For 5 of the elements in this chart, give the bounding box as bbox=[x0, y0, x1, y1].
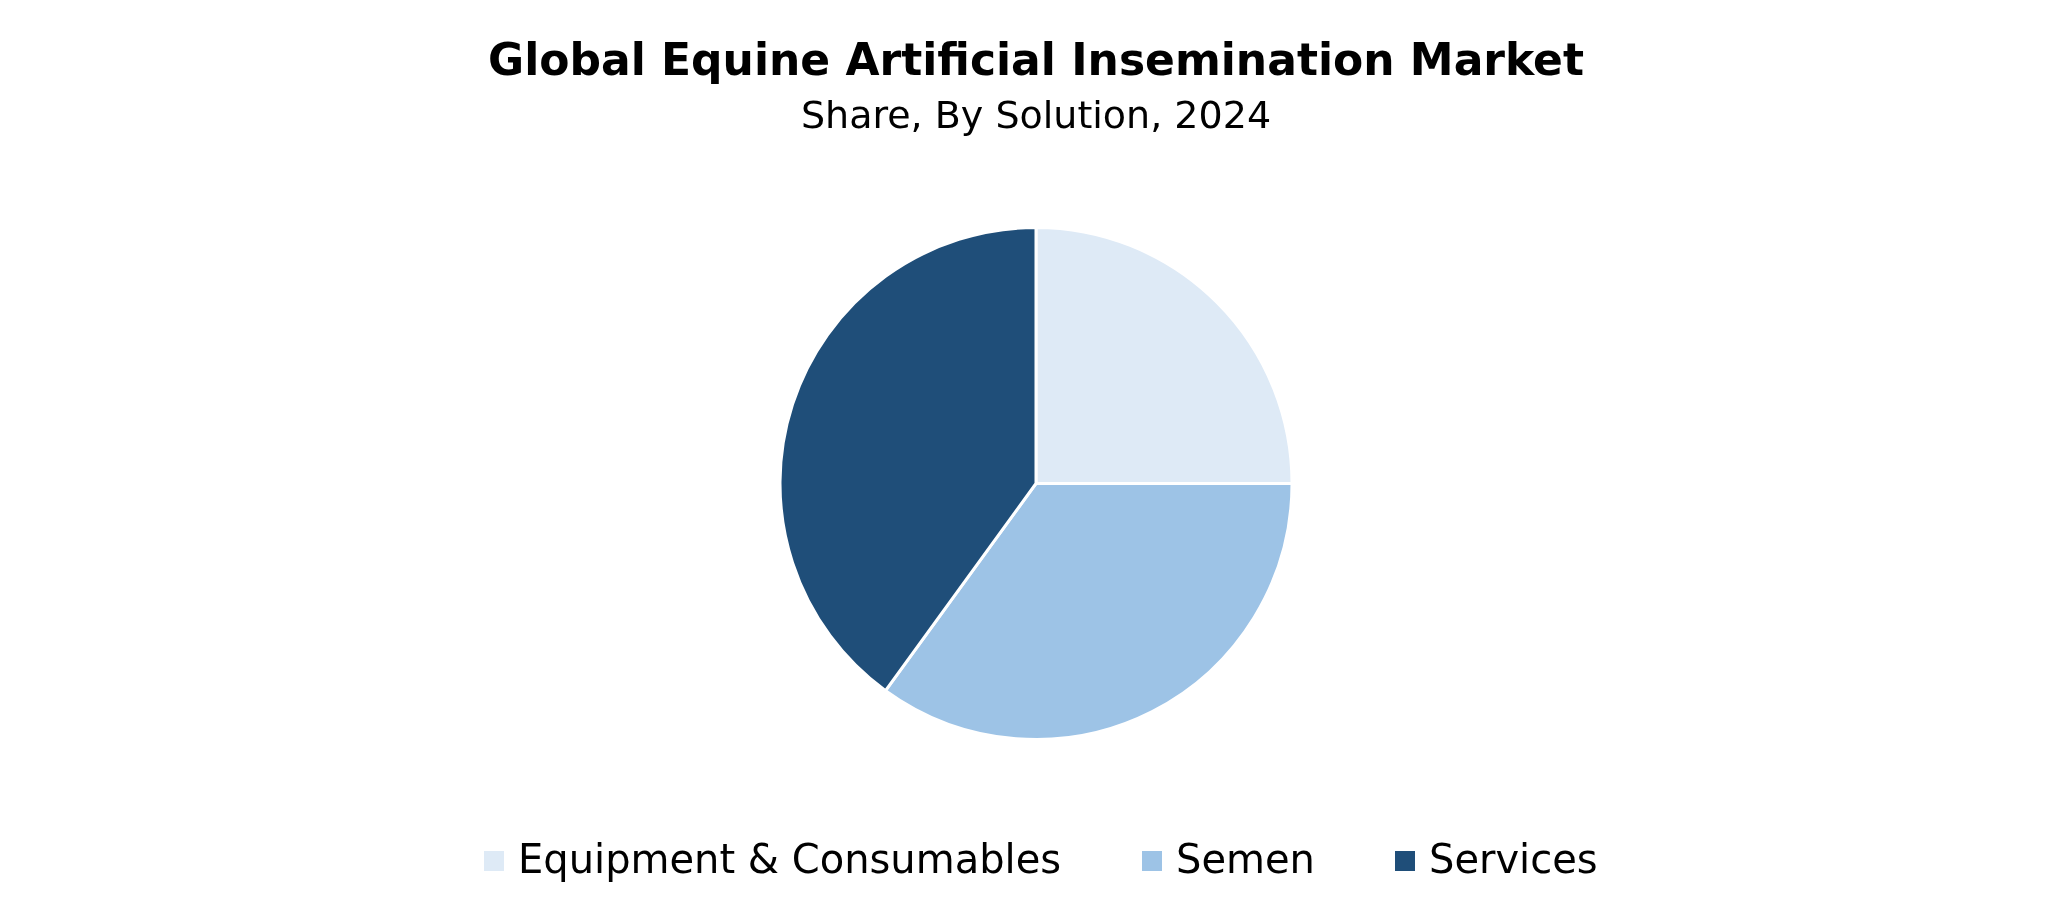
legend-label: Services bbox=[1429, 836, 1598, 882]
legend-label: Equipment & Consumables bbox=[518, 836, 1062, 882]
chart-subtitle: Share, By Solution, 2024 bbox=[800, 93, 1272, 137]
legend-label: Semen bbox=[1176, 836, 1315, 882]
chart-title: Global Equine Artificial Insemination Market bbox=[488, 34, 1584, 85]
